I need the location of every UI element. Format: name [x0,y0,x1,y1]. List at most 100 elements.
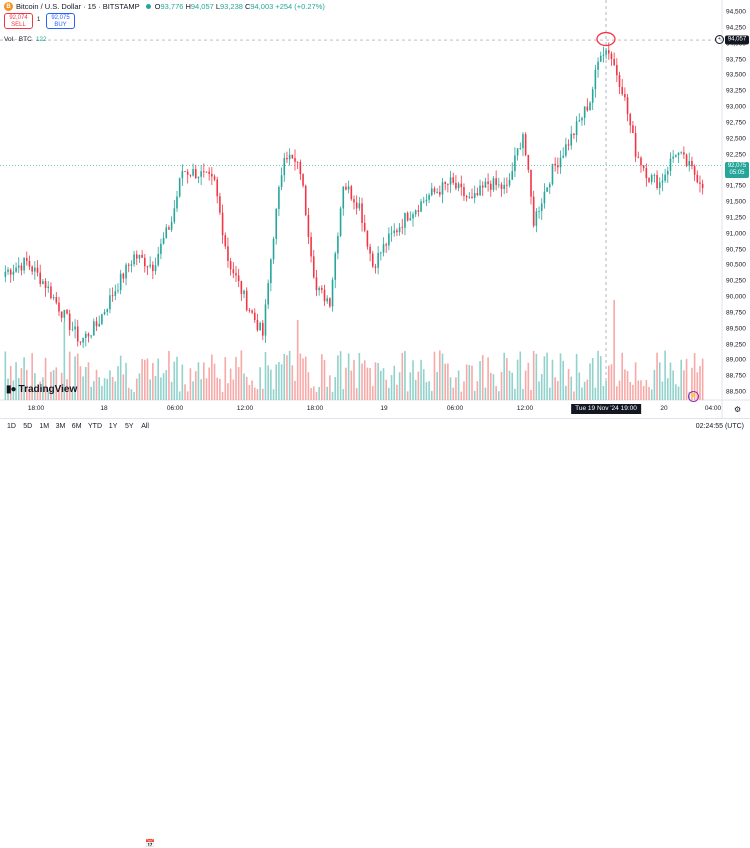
chart-canvas[interactable] [0,0,750,434]
candle-body [122,273,125,279]
volume-bar [473,390,476,400]
symbol-title[interactable]: Bitcoin / U.S. Dollar · 15 · BITSTAMP [16,2,140,11]
lightning-icon[interactable]: ⚡ [688,391,699,402]
candle-body [66,309,68,314]
gear-icon[interactable]: ⚙ [734,405,742,414]
volume-bar [256,389,259,400]
candle-body [119,273,122,291]
candle-body [133,254,135,265]
volume-bar [82,376,84,400]
volume-bar [186,391,189,400]
candle-body [127,264,130,266]
candle-body [398,227,401,233]
candle-body [468,196,471,198]
volume-bar [498,391,500,400]
candle-body [50,286,52,299]
buy-button[interactable]: 92,075 BUY [46,13,75,29]
timeframe-button[interactable]: 1D [7,423,16,430]
candle-body [329,298,331,307]
timeframe-button[interactable]: All [141,423,149,430]
candle-body [527,154,530,170]
candle-body [186,171,189,175]
y-tick-label: 94,250 [726,24,746,32]
peak-highlight-circle [596,31,616,47]
spread-value: 1 [37,17,41,23]
candle-body [253,312,256,320]
volume-bar [74,356,76,400]
volume-bar [307,372,310,400]
volume-bar [334,377,337,400]
candle-body [664,174,666,181]
volume-bar [439,350,441,400]
candle-body [658,182,661,188]
volume-bar [176,356,178,400]
volume-bar [200,379,202,400]
crosshair-plus-icon[interactable]: + [715,35,724,44]
volume-bar [696,372,699,400]
volume-legend[interactable]: Vol · BTC 122 [4,36,47,43]
candle-body [176,196,178,209]
timeframe-button[interactable]: 1M [39,423,50,430]
candle-body [449,177,452,185]
volume-bar [656,352,658,400]
x-tick-label: 12:00 [516,405,534,412]
candle-body [557,165,559,168]
chart-area[interactable] [0,0,750,434]
candle-body [106,309,109,313]
timeframe-button[interactable]: 6M [71,423,82,430]
candle-body [160,243,162,254]
timeframe-button[interactable]: 1Y [108,423,118,430]
volume-bar [310,387,312,400]
bottom-toolbar: 1D 5D 1M 3M 6M YTD 1Y 5Y All 📅 02:24:55 (UTC) [0,418,750,848]
timeframe-button[interactable]: 3M [55,423,66,430]
candle-body [213,176,216,180]
candle-body [345,186,347,190]
volume-bar [304,356,307,400]
timeframe-button[interactable]: 5Y [125,423,134,430]
candle-body [270,259,272,284]
volume-bar [224,357,227,400]
x-tick-label: 18 [100,405,108,412]
candle-body [278,186,280,209]
high-label: H [185,2,191,11]
volume-bar [693,353,696,400]
sell-button[interactable]: 92,074 SELL [4,13,33,29]
volume-bar [63,322,66,400]
volume-bar [17,377,20,400]
candle-body [259,322,261,331]
candle-body [60,311,63,318]
candle-body [221,212,224,236]
timeframe-button[interactable]: 5D [23,423,33,430]
timeframe-button[interactable]: YTD [88,423,102,430]
candle-body [506,184,508,186]
volume-bar [583,381,586,400]
candle-body [677,152,680,156]
volume-bar [235,356,237,400]
volume-bar [90,386,92,400]
candle-body [256,319,259,331]
candle-body [68,313,71,330]
volume-bar [508,370,511,400]
calendar-icon[interactable]: 📅 [145,839,155,848]
volume-bar [441,353,444,400]
utc-clock[interactable]: 02:24:55 (UTC) [695,423,744,430]
candle-body [538,211,540,212]
x-tick-label: 12:00 [236,405,254,412]
volume-bar [479,361,481,400]
candle-body [487,181,489,184]
high-value: 94,057 [190,2,214,11]
volume-bar [578,372,581,400]
volume-bar [321,354,323,400]
volume-bar [178,391,181,400]
candle-body [165,227,168,238]
tradingview-logo[interactable]: ▮● TradingView [6,384,77,395]
candle-body [575,121,578,136]
volume-bar [632,384,634,400]
open-label: O [154,2,161,11]
candle-body [498,184,500,186]
candle-body [626,97,629,114]
volume-bar [157,358,160,400]
volume-bar [146,358,149,400]
volume-label: Vol · BTC [4,36,32,43]
candle-body [503,184,505,190]
